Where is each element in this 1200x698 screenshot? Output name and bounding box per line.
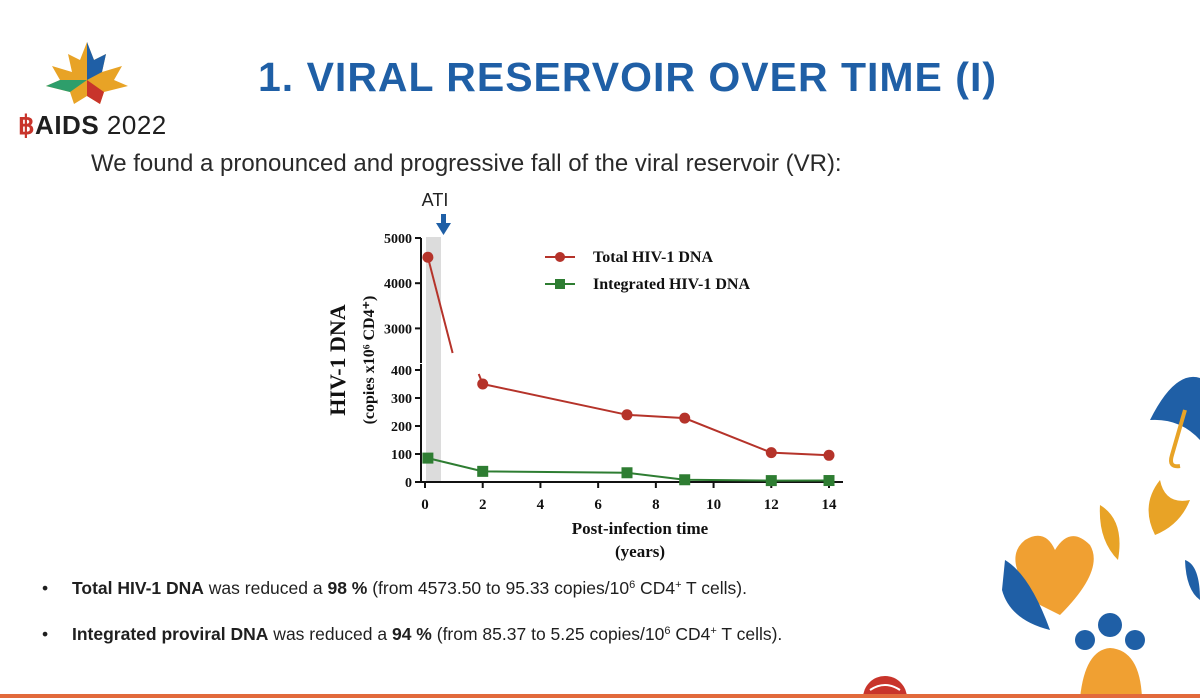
x-axis-label: Post-infection time [572,519,709,538]
y-axis-unit: (copies x10⁶ CD4⁺) [361,296,378,425]
conference-name: ฿AIDS 2022 [18,110,167,141]
x-tick-label: 0 [421,497,429,513]
bullet-dot: • [42,578,49,598]
finding-detail-cd4: CD4 [670,624,711,644]
series-markers [422,251,835,487]
x-tick-label: 8 [652,497,660,513]
ribbon-icon: ฿ [18,110,36,140]
x-tick-label: 12 [764,497,779,513]
data-point-total [823,449,835,461]
finding-subject: Integrated proviral DNA [72,624,269,644]
finding-detail-cd4: CD4 [635,578,676,598]
finding-total-dna: • Total HIV-1 DNA was reduced a 98 % (fr… [38,578,782,624]
data-point-total [679,412,691,424]
y-tick-label: 3000 [384,322,412,337]
legend-label: Integrated HIV-1 DNA [593,276,750,293]
bullet-dot: • [42,624,49,644]
finding-detail-end: T cells). [681,578,747,598]
maple-leaf-icon [46,42,128,104]
finding-text: was reduced a [268,624,392,644]
series-line-integrated [427,457,830,482]
finding-sup-plus: + [675,579,682,591]
ati-annotation: ATI [422,190,449,210]
findings-list: • Total HIV-1 DNA was reduced a 98 % (fr… [38,578,782,670]
data-point-total [765,447,777,459]
y-tick-label: 5000 [384,232,412,247]
y-tick-label: 200 [391,420,412,435]
finding-subject: Total HIV-1 DNA [72,578,204,598]
y-tick-label: 400 [391,364,412,379]
y-axis-ticks: 0 100 200 300 400 3000 4000 5000 [384,232,421,491]
reservoir-chart: ATI 0 100 200 300 400 3000 4000 5000 0 2 4 6 8 10 12 1… [325,190,843,561]
data-point-total [477,378,489,390]
people-icon [1075,613,1145,698]
slide-subtitle: We found a pronounced and progressive fa… [91,150,842,177]
legend-label: Total HIV-1 DNA [593,249,713,266]
flame-icon [1148,480,1190,535]
data-point-integrated [621,467,633,479]
slide-title: 1. VIRAL RESERVOIR OVER TIME (I) [258,54,997,100]
finding-sup-plus: + [710,625,717,637]
ati-shaded-band [426,237,441,483]
finding-detail: (from 4573.50 to 95.33 copies/10 [367,578,630,598]
heart-icon [1002,535,1094,630]
conference-year: 2022 [106,110,167,140]
y-axis-label: HIV-1 DNA [325,304,350,416]
series-line-segment [426,257,454,354]
x-axis-unit: (years) [615,542,665,561]
data-point-integrated [679,474,691,486]
finding-sup: 6 [664,625,671,637]
x-tick-label: 6 [594,497,602,513]
finding-sup: 6 [629,579,636,591]
y-tick-label: 4000 [384,277,412,292]
finding-integrated-dna: • Integrated proviral DNA was reduced a … [38,624,782,670]
umbrella-icon [1150,376,1200,469]
data-point-integrated [477,465,489,477]
legend-marker [555,279,565,289]
conference-brand: AIDS [35,110,100,140]
chart-legend: Total HIV-1 DNA Integrated HIV-1 DNA [545,249,750,293]
x-tick-label: 2 [479,497,487,513]
finding-text: was reduced a [203,578,328,598]
x-tick-label: 10 [706,497,721,513]
finding-percent: 94 % [391,624,432,644]
x-tick-label: 14 [822,497,838,513]
leaf-shape-icon [1099,505,1200,600]
footer-line [0,694,1200,698]
data-point-integrated [823,475,835,487]
globe-icon [863,676,907,698]
data-point-total [621,409,633,421]
data-point-integrated [765,475,777,487]
x-tick-label: 4 [537,497,545,513]
finding-percent: 98 % [327,578,368,598]
finding-detail: (from 85.37 to 5.25 copies/10 [431,624,665,644]
x-axis-ticks: 0 2 4 6 8 10 12 14 [421,482,837,513]
y-tick-label: 100 [391,448,412,463]
y-tick-label: 0 [405,476,412,491]
legend-marker [555,252,565,262]
data-point-integrated [422,452,434,464]
data-point-total [422,251,434,263]
finding-detail-end: T cells). [716,624,783,644]
y-tick-label: 300 [391,392,412,407]
ati-arrow-icon [436,214,451,235]
conference-logo: ฿AIDS 2022 [18,40,198,140]
